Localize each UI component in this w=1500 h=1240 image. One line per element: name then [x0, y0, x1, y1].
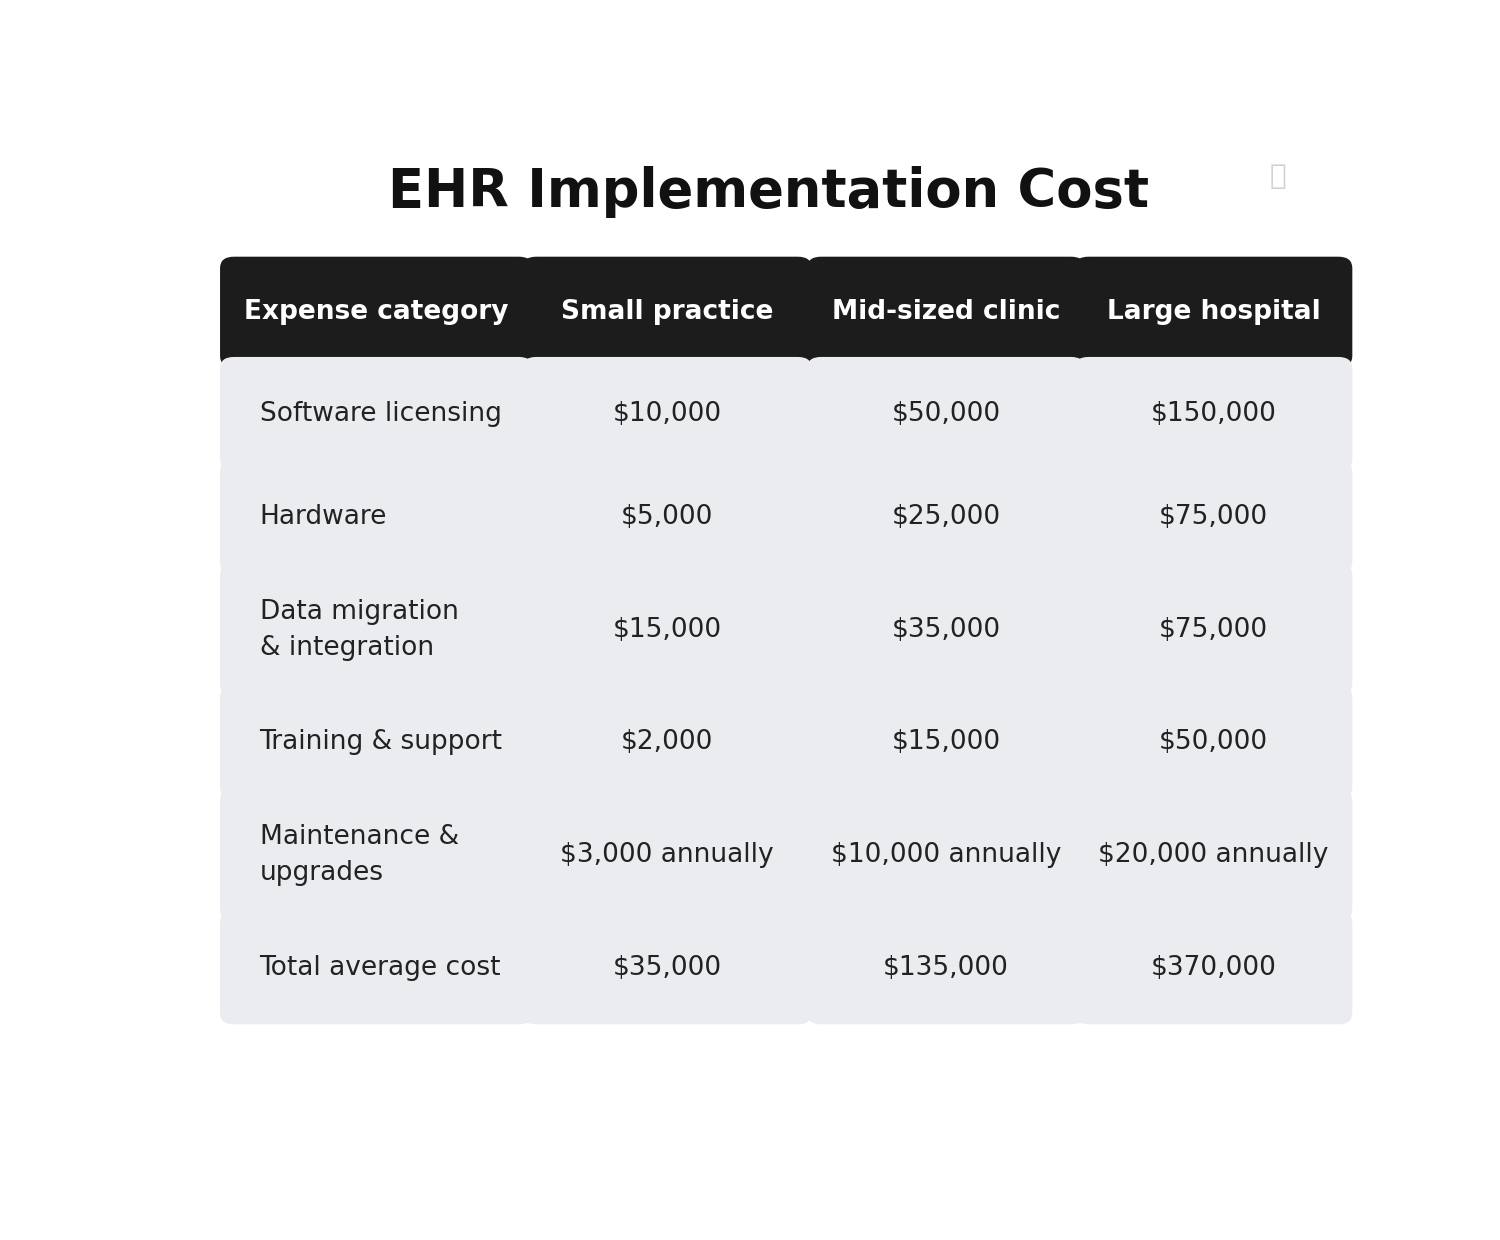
FancyBboxPatch shape — [807, 357, 1084, 470]
Text: $35,000: $35,000 — [891, 616, 1001, 642]
FancyBboxPatch shape — [522, 563, 812, 696]
Text: $20,000 annually: $20,000 annually — [1098, 842, 1329, 868]
Text: Total average cost: Total average cost — [260, 955, 501, 981]
FancyBboxPatch shape — [220, 686, 532, 799]
FancyBboxPatch shape — [1074, 686, 1353, 799]
Text: EHR Implementation Cost: EHR Implementation Cost — [388, 166, 1149, 218]
Text: $10,000 annually: $10,000 annually — [831, 842, 1060, 868]
Text: $15,000: $15,000 — [612, 616, 722, 642]
FancyBboxPatch shape — [1074, 257, 1353, 367]
FancyBboxPatch shape — [220, 257, 532, 367]
Text: $50,000: $50,000 — [891, 401, 1001, 427]
FancyBboxPatch shape — [522, 686, 812, 799]
Text: Expense category: Expense category — [244, 299, 508, 325]
FancyBboxPatch shape — [807, 789, 1084, 921]
FancyBboxPatch shape — [220, 357, 532, 470]
FancyBboxPatch shape — [522, 357, 812, 470]
FancyBboxPatch shape — [220, 910, 532, 1024]
Text: $5,000: $5,000 — [621, 503, 712, 529]
Text: $15,000: $15,000 — [891, 729, 1001, 755]
Text: Software licensing: Software licensing — [260, 401, 501, 427]
Text: Large hospital: Large hospital — [1107, 299, 1320, 325]
Text: Training & support: Training & support — [260, 729, 503, 755]
FancyBboxPatch shape — [220, 789, 532, 921]
FancyBboxPatch shape — [1074, 357, 1353, 470]
Text: $2,000: $2,000 — [621, 729, 712, 755]
FancyBboxPatch shape — [1074, 789, 1353, 921]
FancyBboxPatch shape — [807, 686, 1084, 799]
Text: 🐦: 🐦 — [1269, 161, 1286, 190]
Text: $370,000: $370,000 — [1150, 955, 1276, 981]
Text: $35,000: $35,000 — [612, 955, 722, 981]
FancyBboxPatch shape — [807, 257, 1084, 367]
Text: $75,000: $75,000 — [1160, 616, 1268, 642]
Text: Hardware: Hardware — [260, 503, 387, 529]
FancyBboxPatch shape — [522, 460, 812, 574]
Text: $150,000: $150,000 — [1150, 401, 1276, 427]
Text: $25,000: $25,000 — [891, 503, 1001, 529]
Text: Maintenance &
upgrades: Maintenance & upgrades — [260, 823, 459, 885]
Text: Small practice: Small practice — [561, 299, 772, 325]
Text: $75,000: $75,000 — [1160, 503, 1268, 529]
Text: Mid-sized clinic: Mid-sized clinic — [833, 299, 1060, 325]
FancyBboxPatch shape — [807, 460, 1084, 574]
FancyBboxPatch shape — [1074, 460, 1353, 574]
FancyBboxPatch shape — [522, 257, 812, 367]
Text: $10,000: $10,000 — [612, 401, 722, 427]
FancyBboxPatch shape — [522, 789, 812, 921]
FancyBboxPatch shape — [220, 460, 532, 574]
FancyBboxPatch shape — [807, 563, 1084, 696]
Text: $135,000: $135,000 — [884, 955, 1010, 981]
FancyBboxPatch shape — [1074, 563, 1353, 696]
Text: $3,000 annually: $3,000 annually — [560, 842, 774, 868]
Text: Data migration
& integration: Data migration & integration — [260, 599, 459, 661]
FancyBboxPatch shape — [1074, 910, 1353, 1024]
FancyBboxPatch shape — [522, 910, 812, 1024]
FancyBboxPatch shape — [807, 910, 1084, 1024]
FancyBboxPatch shape — [220, 563, 532, 696]
Text: $50,000: $50,000 — [1160, 729, 1268, 755]
